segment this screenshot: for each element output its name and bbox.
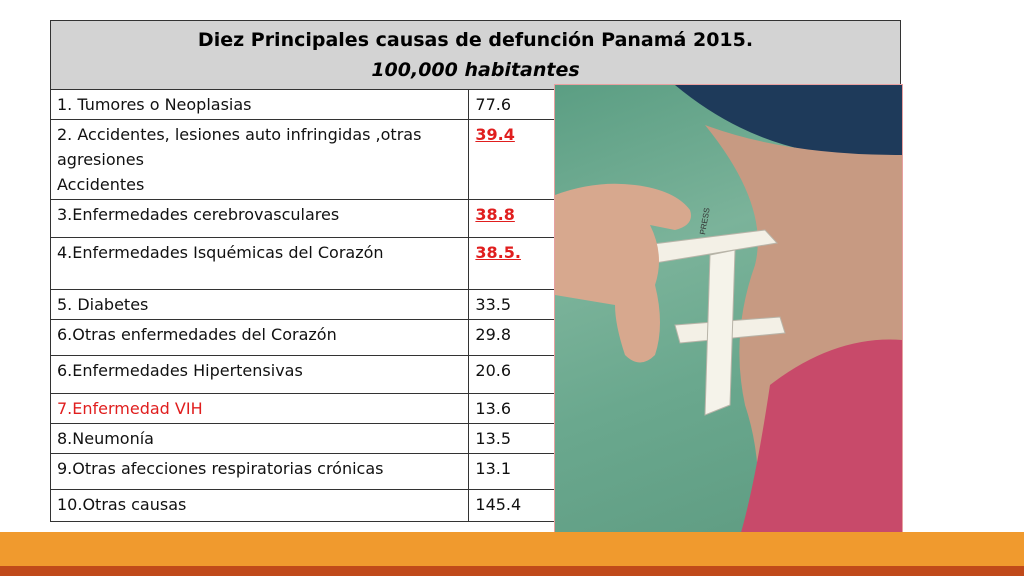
caliper-label: PRESS xyxy=(698,207,712,235)
footer-stripe-dark xyxy=(0,566,1024,576)
cause-cell: 8.Neumonía xyxy=(49,423,470,454)
hand-shape xyxy=(555,183,691,363)
cause-text: 6.Enfermedades Hipertensivas xyxy=(57,361,303,380)
cause-cell: 9.Otras afecciones respiratorias crónica… xyxy=(49,453,470,490)
footer-stripe-orange xyxy=(0,532,1024,566)
rate-value: 38.5. xyxy=(475,243,521,262)
cause-cell: 10.Otras causas xyxy=(49,489,470,522)
rate-value: 20.6 xyxy=(475,361,512,380)
caliper-photo-illustration: PRESS xyxy=(555,85,902,536)
cause-cell: 2. Accidentes, lesiones auto infringidas… xyxy=(49,119,470,200)
cause-text: 10.Otras causas xyxy=(57,495,187,514)
table-header-row: Diez Principales causas de defunción Pan… xyxy=(50,20,901,90)
pants-shape xyxy=(740,339,902,536)
cause-text: 6.Otras enfermedades del Corazón xyxy=(57,325,337,344)
cause-cell: 7.Enfermedad VIH xyxy=(49,393,470,424)
rate-value: 38.8 xyxy=(475,205,515,224)
table-title: Diez Principales causas de defunción Pan… xyxy=(50,20,901,90)
rate-value: 29.8 xyxy=(475,325,512,344)
rate-value: 13.6 xyxy=(475,399,512,418)
table-title-subtitle: 100,000 habitantes xyxy=(371,59,580,81)
cause-text: 5. Diabetes xyxy=(57,295,149,314)
caliper-photo: PRESS xyxy=(554,84,903,537)
cause-cell: 5. Diabetes xyxy=(49,289,470,320)
cause-text: 7.Enfermedad VIH xyxy=(57,399,203,418)
cause-text: 8.Neumonía xyxy=(57,429,154,448)
cause-text: agresiones xyxy=(57,150,144,169)
rate-value: 145.4 xyxy=(475,495,522,514)
cause-cell: 3.Enfermedades cerebrovasculares xyxy=(49,199,470,238)
cause-cell: 6.Otras enfermedades del Corazón xyxy=(49,319,470,356)
cause-text: 2. Accidentes, lesiones auto infringidas… xyxy=(57,125,422,144)
cause-text: 1. Tumores o Neoplasias xyxy=(57,95,252,114)
table-title-main: Diez Principales causas de defunción Pan… xyxy=(197,29,754,51)
rate-value: 39.4 xyxy=(475,125,515,144)
cause-cell: 4.Enfermedades Isquémicas del Corazón xyxy=(49,237,470,290)
cause-text: 4.Enfermedades Isquémicas del Corazón xyxy=(57,243,384,262)
caliper: PRESS xyxy=(644,207,786,416)
cause-text: 3.Enfermedades cerebrovasculares xyxy=(57,205,340,224)
cause-text: Accidentes xyxy=(57,175,145,194)
cause-cell: 6.Enfermedades Hipertensivas xyxy=(49,355,470,394)
rate-value: 77.6 xyxy=(475,95,512,114)
cause-text: 9.Otras afecciones respiratorias crónica… xyxy=(57,459,384,478)
rate-value: 33.5 xyxy=(475,295,512,314)
shirt-shape xyxy=(675,85,902,157)
rate-value: 13.5 xyxy=(475,429,512,448)
rate-value: 13.1 xyxy=(475,459,512,478)
cause-cell: 1. Tumores o Neoplasias xyxy=(49,89,470,120)
